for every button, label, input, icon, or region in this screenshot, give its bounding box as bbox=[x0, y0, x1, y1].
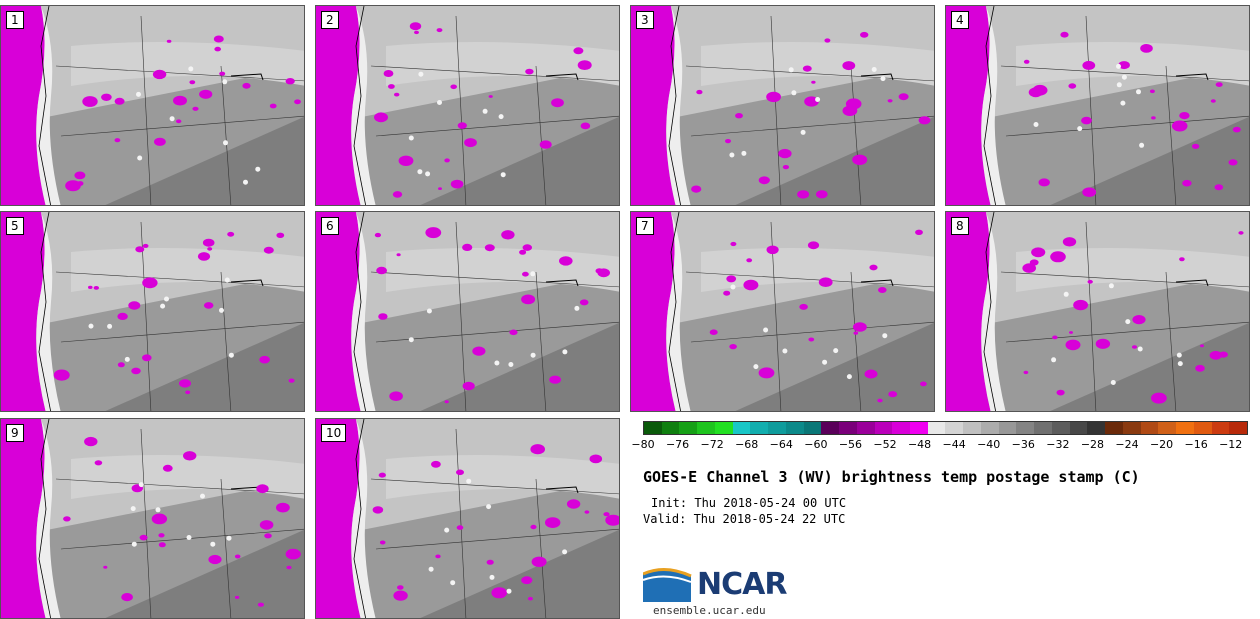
colorbar-segment bbox=[1158, 422, 1177, 434]
colorbar-tick-label: −60 bbox=[804, 438, 828, 451]
colorbar-segment bbox=[714, 422, 733, 434]
water-vapor-map bbox=[1, 212, 304, 411]
colorbar-tick-label: −48 bbox=[907, 438, 932, 451]
colorbar-tick-label: −52 bbox=[873, 438, 897, 451]
panel-label: 5 bbox=[6, 217, 24, 235]
panel-label: 3 bbox=[636, 11, 654, 29]
postage-stamp-panel: 10 bbox=[315, 418, 620, 619]
colorbar-segment bbox=[1069, 422, 1088, 434]
ncar-logo-text: NCAR bbox=[697, 567, 787, 602]
colorbar-segment bbox=[910, 422, 928, 434]
water-vapor-map bbox=[631, 6, 934, 205]
colorbar-segment bbox=[679, 422, 698, 434]
page-title: GOES-E Channel 3 (WV) brightness temp po… bbox=[643, 468, 1140, 486]
water-vapor-map bbox=[946, 212, 1249, 411]
postage-stamp-panel: 1 bbox=[0, 5, 305, 206]
colorbar-tick-label: −24 bbox=[1115, 438, 1139, 451]
colorbar-segment bbox=[839, 422, 857, 434]
colorbar-tick-label: −16 bbox=[1184, 438, 1208, 451]
panel-label: 2 bbox=[321, 11, 339, 29]
water-vapor-map bbox=[946, 6, 1249, 205]
postage-stamp-panel: 9 bbox=[0, 418, 305, 619]
water-vapor-map bbox=[316, 419, 619, 618]
postage-stamp-panel: 8 bbox=[945, 211, 1250, 412]
colorbar-segment bbox=[856, 422, 875, 434]
colorbar-segment bbox=[945, 422, 964, 434]
water-vapor-map bbox=[316, 6, 619, 205]
water-vapor-map bbox=[1, 419, 304, 618]
colorbar-tick-label: −64 bbox=[769, 438, 793, 451]
panel-label: 1 bbox=[6, 11, 24, 29]
colorbar-segment bbox=[1034, 422, 1052, 434]
water-vapor-map bbox=[1, 6, 304, 205]
colorbar-segment bbox=[1193, 422, 1212, 434]
colorbar-segment bbox=[732, 422, 751, 434]
init-time: Init: Thu 2018-05-24 00 UTC bbox=[651, 496, 847, 510]
colorbar-segment bbox=[768, 422, 786, 434]
colorbar-tick-label: −76 bbox=[665, 438, 690, 451]
postage-stamp-panel: 5 bbox=[0, 211, 305, 412]
colorbar-segment bbox=[1105, 422, 1123, 434]
colorbar-segment bbox=[821, 422, 840, 434]
site-url: ensemble.ucar.edu bbox=[653, 604, 766, 617]
colorbar-segment bbox=[1140, 422, 1159, 434]
panel-label: 8 bbox=[951, 217, 969, 235]
colorbar-tick-label: −12 bbox=[1219, 438, 1243, 451]
colorbar-segment bbox=[1051, 422, 1070, 434]
panel-label: 6 bbox=[321, 217, 339, 235]
water-vapor-map bbox=[631, 212, 934, 411]
panel-label: 9 bbox=[6, 424, 24, 442]
colorbar-tick-label: −32 bbox=[1046, 438, 1070, 451]
postage-stamp-panel: 4 bbox=[945, 5, 1250, 206]
panel-label: 7 bbox=[636, 217, 654, 235]
colorbar-segment bbox=[785, 422, 804, 434]
colorbar-segment bbox=[644, 422, 662, 434]
postage-stamp-panel: 7 bbox=[630, 211, 935, 412]
colorbar-segment bbox=[661, 422, 680, 434]
colorbar-tick-label: −68 bbox=[735, 438, 759, 451]
colorbar-segment bbox=[1176, 422, 1194, 434]
valid-time: Valid: Thu 2018-05-24 22 UTC bbox=[643, 512, 846, 526]
colorbar-segment bbox=[1016, 422, 1035, 434]
colorbar-segment bbox=[803, 422, 822, 434]
colorbar-segment bbox=[1122, 422, 1141, 434]
colorbar-segment bbox=[697, 422, 715, 434]
colorbar-segment bbox=[963, 422, 981, 434]
colorbar-segment bbox=[750, 422, 769, 434]
colorbar-segment bbox=[998, 422, 1017, 434]
water-vapor-map bbox=[316, 212, 619, 411]
colorbar-ticks: −80 −76 −72 −68 −64 −60 −56 −52 −48 −44 −40 −36 −32−… bbox=[631, 438, 1248, 454]
ncar-logo bbox=[643, 568, 692, 602]
colorbar-tick-label: −80 bbox=[631, 438, 655, 451]
colorbar-tick-label: −72 bbox=[700, 438, 724, 451]
colorbar-segment bbox=[874, 422, 893, 434]
postage-stamp-panel: 2 bbox=[315, 5, 620, 206]
postage-stamp-panel: 6 bbox=[315, 211, 620, 412]
colorbar-tick-label: −20 bbox=[1149, 438, 1174, 451]
colorbar-segment bbox=[927, 422, 946, 434]
panel-label: 4 bbox=[951, 11, 969, 29]
postage-stamp-panel: 3 bbox=[630, 5, 935, 206]
panel-label: 10 bbox=[321, 424, 347, 442]
colorbar bbox=[643, 421, 1248, 435]
colorbar-tick-label: −44 bbox=[942, 438, 966, 451]
colorbar-tick-label: −56 bbox=[838, 438, 863, 451]
colorbar-tick-label: −36 bbox=[1011, 438, 1035, 451]
colorbar-segment bbox=[1211, 422, 1230, 434]
colorbar-segment bbox=[1087, 422, 1106, 434]
colorbar-tick-label: −40 bbox=[977, 438, 1001, 451]
colorbar-segment bbox=[1229, 422, 1247, 434]
colorbar-tick-label: −28 bbox=[1080, 438, 1105, 451]
colorbar-segment bbox=[980, 422, 999, 434]
colorbar-segment bbox=[892, 422, 911, 434]
